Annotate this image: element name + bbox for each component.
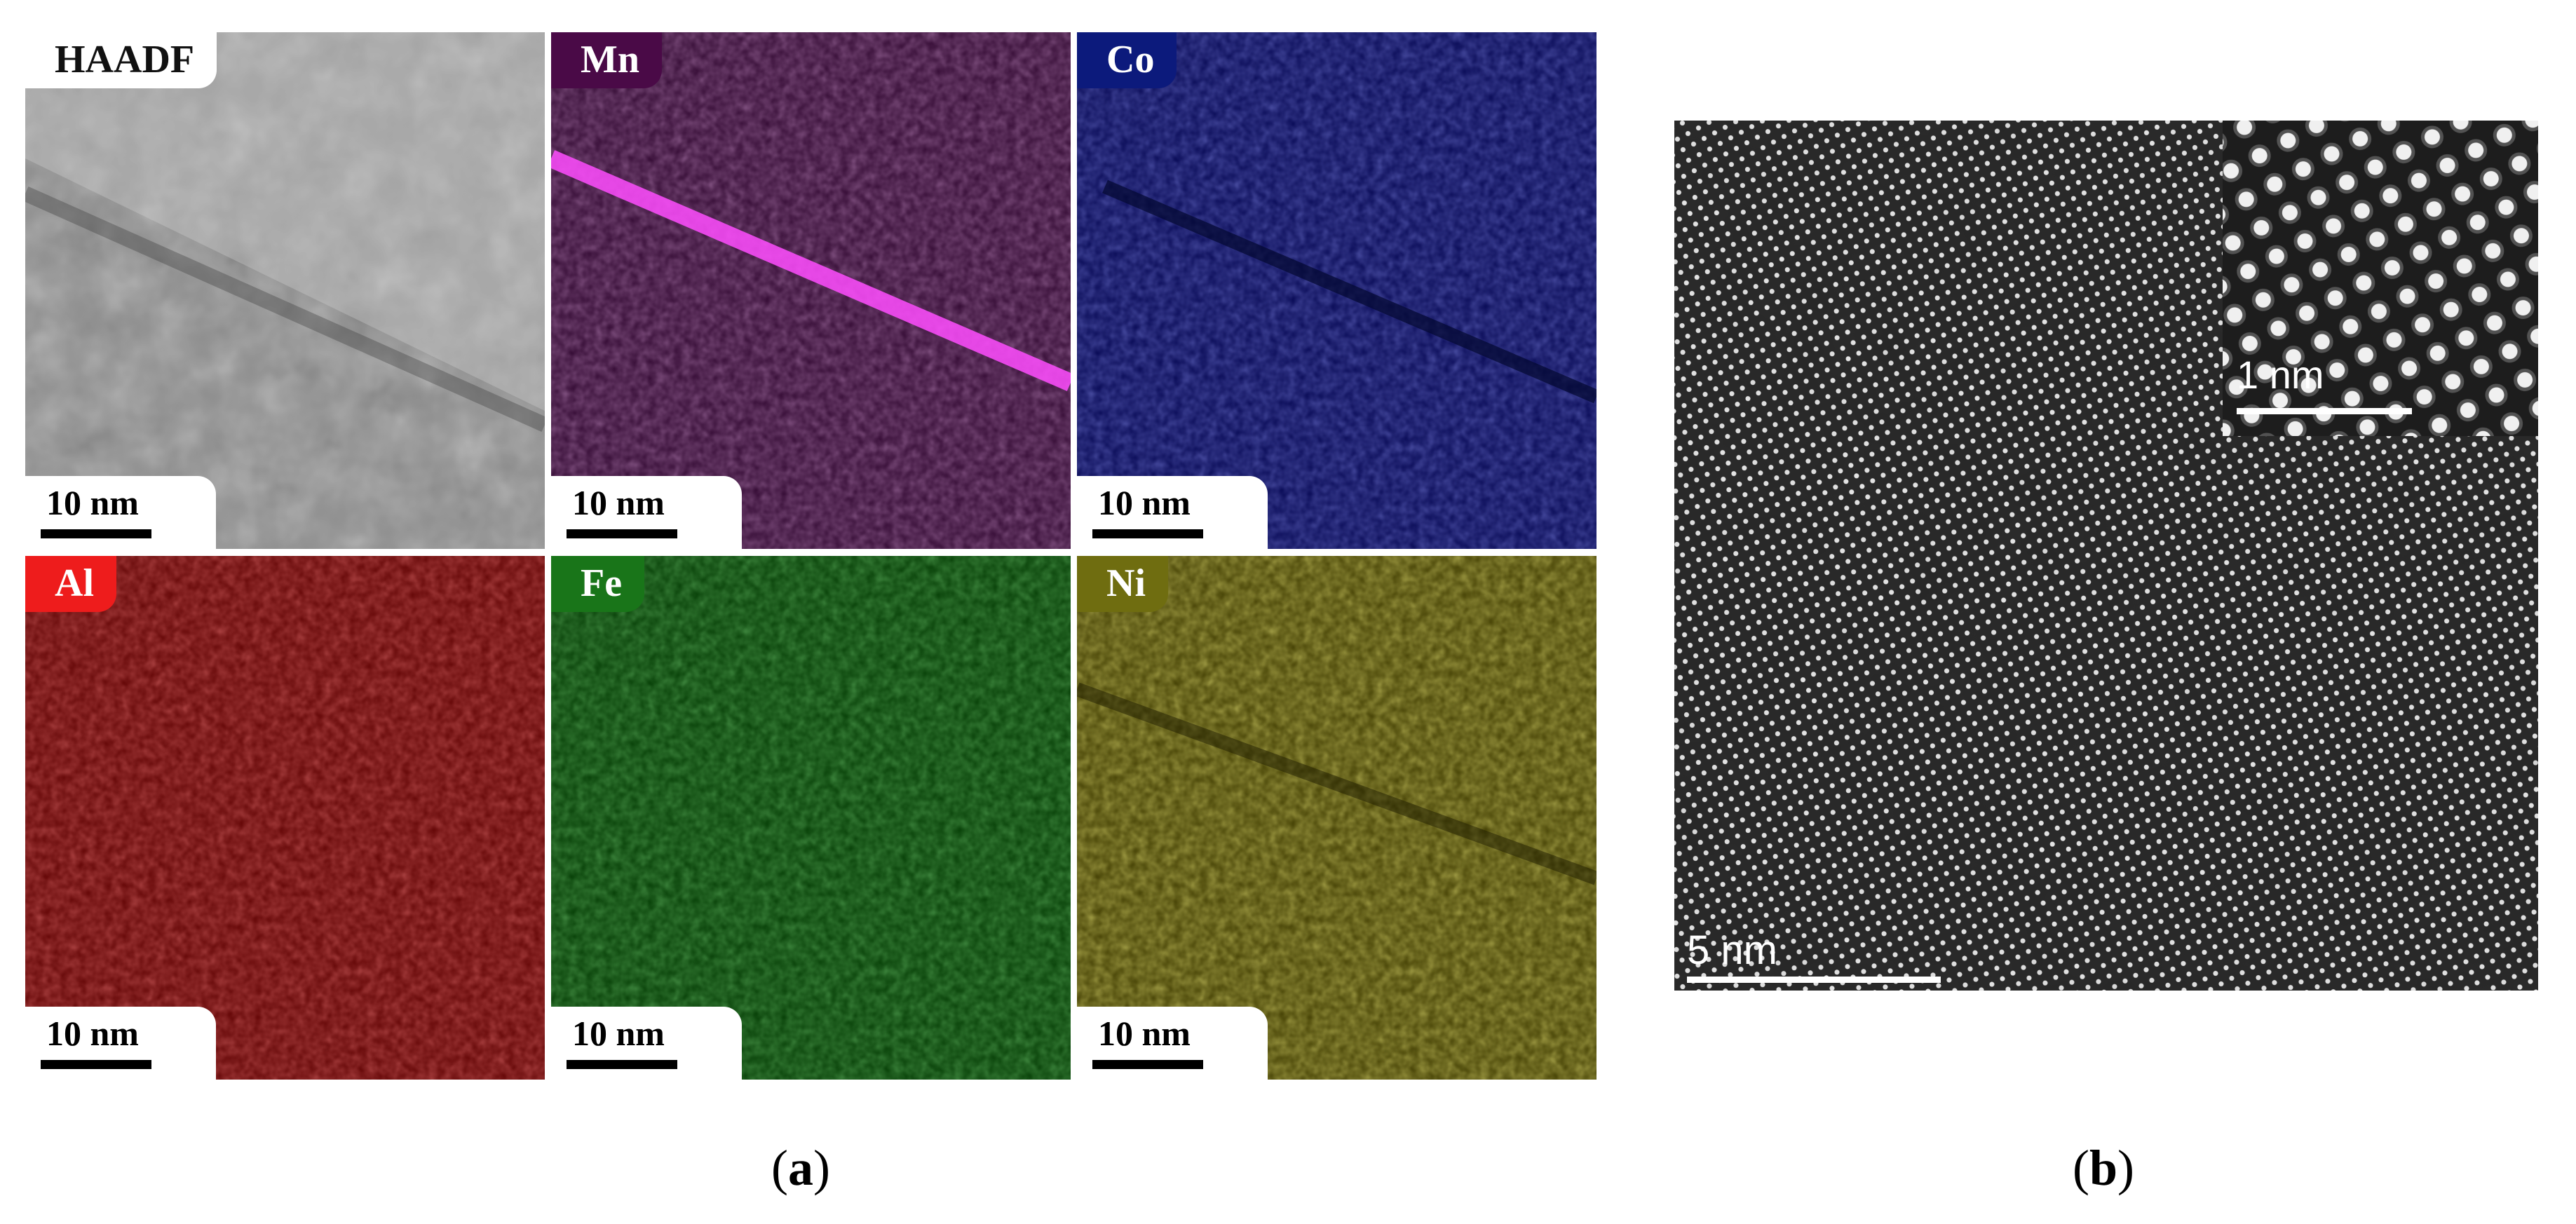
caption-paren-close: ) — [2117, 1140, 2135, 1196]
scale-bar: 10 nm — [1077, 476, 1268, 549]
scale-bar-text: 10 nm — [572, 1014, 665, 1053]
scale-bar-text: 10 nm — [1098, 483, 1191, 522]
scale-bar-line — [41, 1060, 151, 1069]
scale-bar-text: 10 nm — [46, 1014, 139, 1053]
inset-scale-text: 1 nm — [2237, 353, 2324, 397]
element-label: Al — [25, 556, 116, 612]
panel-a-caption: (a) — [771, 1139, 830, 1197]
caption-letter: b — [2089, 1140, 2118, 1196]
main-scale-text: 5 nm — [1687, 927, 1777, 973]
haadf-tile: HAADF 10 nm — [25, 32, 545, 549]
scale-bar: 10 nm — [1077, 1007, 1268, 1080]
scale-bar-line — [1092, 529, 1203, 538]
main-scale-bar — [1687, 977, 1941, 983]
scale-bar-line — [1092, 1060, 1203, 1069]
caption-paren-open: ( — [2073, 1140, 2089, 1196]
panel-b-caption: (b) — [2073, 1139, 2134, 1197]
scale-bar: 10 nm — [551, 1007, 742, 1080]
ni-tile: Ni 10 nm — [1077, 556, 1597, 1080]
element-label: Co — [1077, 32, 1177, 88]
scale-bar-text: 10 nm — [572, 483, 665, 522]
element-label: Fe — [551, 556, 645, 612]
inset-scale-bar — [2237, 408, 2412, 414]
ni-map-image — [1077, 556, 1597, 1080]
element-label: HAADF — [25, 32, 217, 88]
hrtem-image-panel: 1 nm 5 nm — [1674, 121, 2538, 991]
inset-lattice — [2223, 121, 2538, 436]
caption-paren-close: ) — [813, 1140, 830, 1196]
scale-bar: 10 nm — [551, 476, 742, 549]
caption-letter: a — [787, 1140, 813, 1196]
fe-tile: Fe 10 nm — [551, 556, 1071, 1080]
haadf-image — [25, 32, 545, 549]
inset-image: 1 nm — [2223, 121, 2538, 436]
al-map-image — [25, 556, 545, 1080]
scale-bar: 10 nm — [25, 476, 216, 549]
mn-tile: Mn 10 nm — [551, 32, 1071, 549]
scale-bar-line — [567, 1060, 677, 1069]
element-label: Ni — [1077, 556, 1168, 612]
co-map-image — [1077, 32, 1597, 549]
element-label: Mn — [551, 32, 662, 88]
scale-bar-line — [567, 529, 677, 538]
fe-map-image — [551, 556, 1071, 1080]
co-tile: Co 10 nm — [1077, 32, 1597, 549]
al-tile: Al 10 nm — [25, 556, 545, 1080]
scale-bar-text: 10 nm — [1098, 1014, 1191, 1053]
scale-bar-text: 10 nm — [46, 483, 139, 522]
caption-paren-open: ( — [771, 1140, 788, 1196]
scale-bar: 10 nm — [25, 1007, 216, 1080]
scale-bar-line — [41, 529, 151, 538]
mn-map-image — [551, 32, 1071, 549]
